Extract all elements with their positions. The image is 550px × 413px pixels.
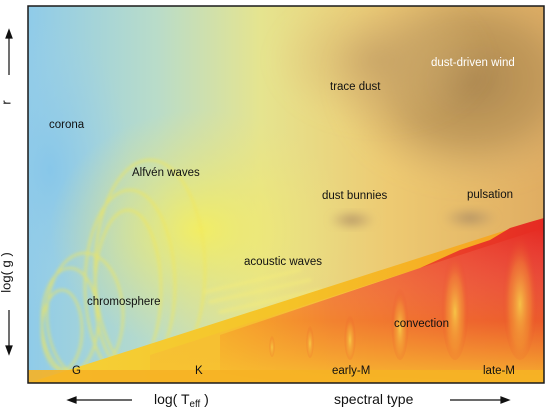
label-corona: corona — [49, 119, 85, 131]
label-dust-bunnies: dust bunnies — [322, 190, 388, 202]
dust-bunny-blob-2 — [442, 207, 498, 229]
spectral-tick-g: G — [72, 365, 81, 377]
acoustic-wave-streaks — [203, 268, 322, 314]
axis-label-log-teff-suffix: ) — [200, 391, 209, 407]
photosphere-strip — [28, 370, 544, 383]
axis-label-log-teff: log( Teff ) — [154, 392, 209, 410]
plot-frame — [27, 5, 545, 384]
spectral-tick-k: K — [195, 365, 203, 377]
spectral-tick-early-m: early-M — [332, 365, 371, 377]
label-alfven-waves: Alfvén waves — [132, 167, 200, 179]
axis-label-r: r — [0, 100, 14, 105]
dust-cloud-mid — [270, 6, 490, 130]
axis-label-spectral-type: spectral type — [334, 391, 414, 407]
pulsation-plumes — [269, 220, 538, 360]
label-dust-driven-wind: dust-driven wind — [431, 57, 515, 69]
spectral-tick-late-m: late-M — [483, 365, 515, 377]
dust-bunny-blob-1 — [328, 210, 376, 230]
label-chromosphere: chromosphere — [87, 296, 161, 308]
axis-label-log-g: log( g ) — [0, 252, 14, 293]
label-acoustic-waves: acoustic waves — [244, 256, 322, 268]
label-trace-dust: trace dust — [330, 81, 381, 93]
label-convection: convection — [394, 318, 449, 330]
axis-arrows — [5, 28, 511, 404]
wave-glow — [50, 110, 350, 350]
axis-label-log-teff-prefix: log( T — [154, 391, 190, 407]
label-pulsation: pulsation — [467, 189, 514, 201]
axis-label-log-teff-sub: eff — [189, 399, 201, 410]
